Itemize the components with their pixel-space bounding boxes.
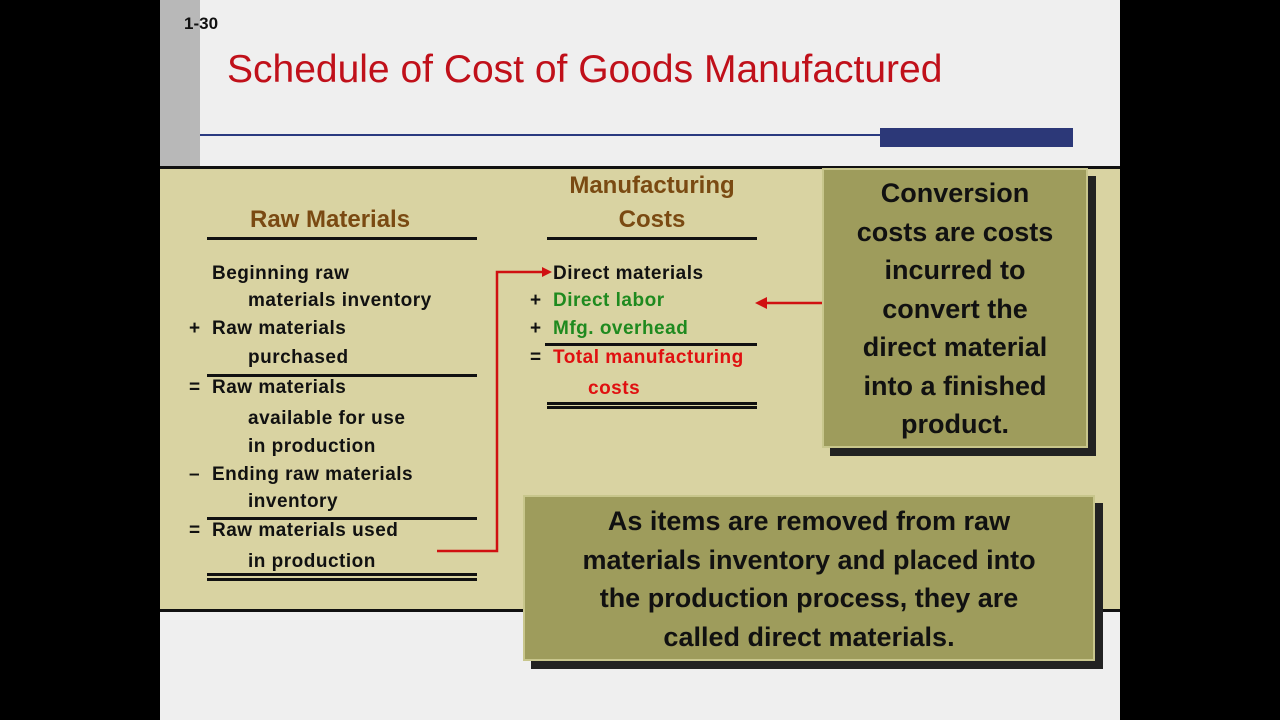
row-text: Mfg. overhead <box>553 318 689 339</box>
title: Schedule of Cost of Goods Manufactured <box>227 48 943 91</box>
callout-text: called direct materials. <box>663 621 955 652</box>
operator: = <box>189 377 201 398</box>
callout-text: incurred to <box>884 255 1026 285</box>
rule-block <box>880 128 1073 147</box>
column-heading: Manufacturing <box>569 172 735 199</box>
row-text: Raw materials <box>212 318 347 339</box>
rule-line <box>547 406 757 409</box>
callout-text: into a finished <box>863 370 1047 401</box>
row-text: Direct materials <box>553 263 704 284</box>
rule-line <box>545 343 757 346</box>
callout-text: materials inventory and placed into <box>582 544 1036 575</box>
arrow-head <box>542 267 552 277</box>
row-text: purchased <box>248 347 349 368</box>
slide-number: 1-30 <box>184 14 219 33</box>
row-text: costs <box>588 378 641 399</box>
callout: As items are removed from raw materials i… <box>523 495 1095 661</box>
side-bar <box>160 0 200 167</box>
arrow <box>437 270 545 553</box>
callout-text: As items are removed from raw <box>607 506 1011 536</box>
callout: Conversion costs are costs incurred to conv… <box>822 168 1088 448</box>
callout-text: Conversion <box>880 178 1030 208</box>
row-text: in production <box>248 436 376 457</box>
operator: = <box>189 520 201 541</box>
operator: + <box>530 290 542 311</box>
row-text: materials inventory <box>248 290 432 311</box>
rule <box>200 134 880 136</box>
column-heading: Raw Materials <box>250 206 411 233</box>
operator: = <box>530 347 542 368</box>
row-text: Total manufacturing <box>553 347 744 368</box>
row-text: Raw materials used <box>212 520 399 541</box>
rule-line <box>207 573 477 576</box>
arrow-head <box>755 297 767 309</box>
rule-line <box>547 402 757 405</box>
operator: – <box>189 464 201 485</box>
callout-text: direct material <box>862 332 1048 362</box>
callout-text: convert the <box>882 293 1028 324</box>
column-heading: Costs <box>618 206 686 233</box>
operator: + <box>530 318 542 339</box>
rule-line <box>207 237 477 240</box>
row-text: Ending raw materials <box>212 464 414 485</box>
rule-line <box>207 578 477 581</box>
callout-text: the production process, they are <box>599 583 1019 613</box>
row-text: inventory <box>248 491 339 512</box>
callout-text: product. <box>901 409 1009 439</box>
rule-line <box>207 374 477 377</box>
row-text: in production <box>248 551 376 572</box>
slide: 1-30 Schedule of Cost of Goods Manufactu… <box>160 0 1120 720</box>
row-text: Direct labor <box>553 290 665 311</box>
row-text: Raw materials <box>212 377 347 398</box>
row-text: available for use <box>248 408 406 429</box>
callout-text: costs are costs <box>856 216 1054 247</box>
arrows <box>437 267 822 553</box>
rule-line <box>207 517 477 520</box>
rule-line <box>547 237 757 240</box>
row-text: Beginning raw <box>212 263 350 284</box>
operator: + <box>189 318 201 339</box>
